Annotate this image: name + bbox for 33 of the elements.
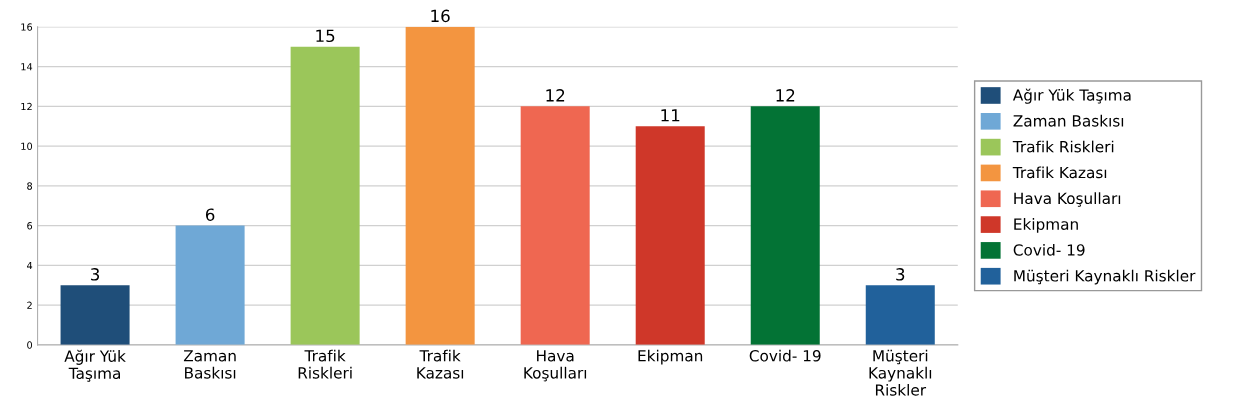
y-tick-label: 4 [26, 261, 33, 270]
x-tick-label: Ekipman [638, 349, 703, 365]
data-label: 15 [316, 29, 335, 43]
y-tick-label: 8 [27, 182, 33, 190]
data-label: 16 [431, 9, 450, 23]
x-tick-label: Zaman Baskısı [183, 350, 236, 379]
y-tick-label: 16 [21, 23, 33, 31]
x-tick-label: Covid- 19 [749, 349, 821, 362]
x-tick-label: Trafik Kazası [417, 349, 464, 379]
data-label: 12 [776, 89, 795, 102]
x-tick-label: Müşteri Kaynaklı Riskler [869, 349, 932, 396]
y-tick-label: 12 [21, 102, 32, 111]
legend-label: Ağır Yük Taşıma [1012, 88, 1131, 104]
data-label: 12 [546, 89, 565, 102]
legend-label: Zaman Baskısı [1013, 114, 1124, 127]
x-tick-label: Hava Koşulları [524, 350, 587, 382]
data-label: 3 [896, 268, 905, 281]
legend-label: Trafik Kazası [1012, 166, 1107, 179]
legend-label: Ekipman [1014, 218, 1078, 233]
y-tick-label: 0 [27, 341, 33, 349]
legend-label: Trafik Riskleri [1012, 140, 1114, 153]
x-tick-label: Ağır Yük Taşıma [64, 349, 126, 382]
legend-label: Covid- 19 [1013, 243, 1085, 256]
data-label: 11 [661, 109, 680, 122]
y-tick-label: 2 [27, 301, 32, 309]
legend-label: Hava Koşulları [1014, 192, 1121, 207]
x-tick-label: Trafik Riskleri [298, 349, 352, 379]
legend-label: Müşteri Kaynaklı Riskler [1014, 269, 1196, 285]
data-label: 3 [91, 268, 100, 281]
y-tick-label: 6 [27, 222, 33, 230]
y-tick-label: 14 [21, 63, 33, 71]
data-label: 6 [205, 208, 215, 221]
y-tick-label: 10 [21, 142, 33, 150]
